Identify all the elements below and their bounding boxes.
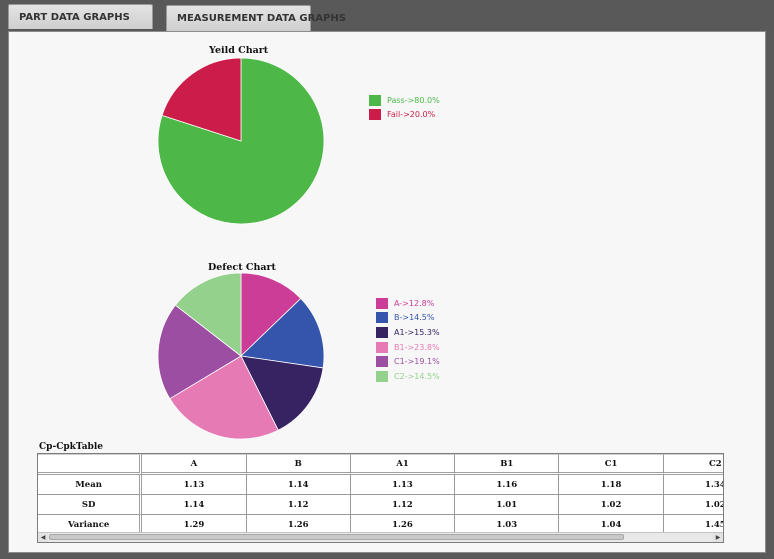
table-cell: 1.16: [455, 475, 560, 495]
legend-item-b1: B1->23.8%: [376, 340, 440, 355]
legend-item-a: A->12.8%: [376, 296, 440, 311]
legend-item-fail: Fail->20.0%: [369, 108, 440, 123]
legend-label: B1->23.8%: [394, 342, 440, 352]
table-cell: 1.02: [663, 495, 723, 515]
yield-pie-chart: [157, 57, 325, 225]
column-header: B: [246, 454, 351, 475]
legend-swatch: [376, 356, 388, 368]
pie-slice-a1: [240, 355, 324, 431]
table-cell: 1.14: [142, 495, 247, 515]
cpk-table: A B A1 B1 C1 C2 Mean 1.13 1.14 1.13 1.16…: [38, 454, 723, 535]
pie-slice-b1: [169, 355, 279, 440]
horizontal-scrollbar[interactable]: ◀ ▶: [38, 532, 723, 542]
defect-chart-title: Defect Chart: [208, 262, 276, 273]
pie-slice-b: [240, 297, 325, 369]
table-cell: 1.34: [663, 475, 723, 495]
pie-slice-fail: [161, 57, 242, 142]
legend-label: B->14.5%: [394, 313, 435, 323]
cpk-table-container: A B A1 B1 C1 C2 Mean 1.13 1.14 1.13 1.16…: [37, 453, 724, 543]
legend-item-pass: Pass->80.0%: [369, 93, 440, 108]
defect-legend: A->12.8% B->14.5% A1->15.3% B1->23.8% C1…: [376, 296, 440, 384]
legend-swatch: [376, 326, 388, 338]
table-row: SD 1.14 1.12 1.12 1.01 1.02 1.02: [38, 495, 723, 515]
row-header: Mean: [38, 475, 143, 495]
legend-label: C1->19.1%: [394, 357, 440, 367]
table-row: Mean 1.13 1.14 1.13 1.16 1.18 1.34: [38, 475, 723, 495]
legend-item-a1: A1->15.3%: [376, 325, 440, 340]
table-cell: 1.13: [350, 475, 456, 495]
table-cell: 1.12: [246, 495, 351, 515]
legend-label: Pass->80.0%: [387, 95, 440, 105]
legend-label: A->12.8%: [394, 298, 435, 308]
legend-label: Fail->20.0%: [387, 110, 436, 120]
column-header: B1: [455, 454, 560, 475]
scroll-left-icon[interactable]: ◀: [38, 533, 48, 542]
legend-swatch: [376, 297, 388, 309]
legend-swatch: [376, 312, 388, 324]
table-header-row: A B A1 B1 C1 C2: [38, 454, 723, 475]
pie-slice-c2: [174, 272, 242, 357]
yield-chart-title: Yeild Chart: [209, 45, 269, 56]
legend-swatch: [369, 94, 381, 106]
tab-bar: PART DATA GRAPHS MEASUREMENT DATA GRAPHS: [0, 0, 774, 31]
table-cell: 1.18: [559, 475, 664, 495]
tab-measurement-data-graphs[interactable]: MEASUREMENT DATA GRAPHS: [166, 5, 346, 31]
graphs-panel: Yeild Chart Pass->80.0% Fail->20.0% Defe…: [8, 31, 766, 553]
scrollbar-thumb[interactable]: [49, 534, 624, 540]
legend-item-c1: C1->19.1%: [376, 354, 440, 369]
legend-label: C2->14.5%: [394, 371, 440, 381]
legend-item-b: B->14.5%: [376, 311, 440, 326]
table-cell: 1.12: [350, 495, 456, 515]
table-cell: 1.14: [246, 475, 351, 495]
column-header: A: [142, 454, 247, 475]
pie-slice-a: [240, 272, 302, 357]
tab-part-data-graphs[interactable]: PART DATA GRAPHS: [8, 4, 153, 29]
legend-swatch: [376, 341, 388, 353]
legend-swatch: [376, 370, 388, 382]
table-cell: 1.01: [455, 495, 560, 515]
table-cell: 1.13: [142, 475, 247, 495]
legend-label: A1->15.3%: [394, 327, 440, 337]
pie-slice-c1: [157, 304, 242, 400]
column-header: A1: [350, 454, 456, 475]
table-corner-cell: [38, 454, 143, 475]
table-row: Variance 1.29 1.26 1.26 1.03 1.04 1.45: [38, 515, 723, 535]
legend-item-c2: C2->14.5%: [376, 369, 440, 384]
yield-legend: Pass->80.0% Fail->20.0%: [369, 93, 440, 122]
table-cell: 1.02: [559, 495, 664, 515]
defect-pie-chart: [157, 272, 325, 440]
scroll-right-icon[interactable]: ▶: [713, 533, 723, 542]
column-header: C2: [663, 454, 723, 475]
cpk-table-title: Cp-CpkTable: [39, 442, 103, 452]
row-header: SD: [38, 495, 143, 515]
legend-swatch: [369, 109, 381, 121]
column-header: C1: [559, 454, 664, 475]
